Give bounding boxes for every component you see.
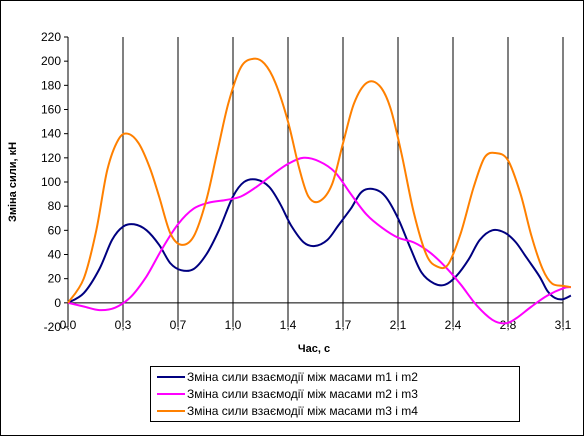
series-line-1 — [67, 156, 572, 325]
y-tick-label-11: 200 — [41, 54, 61, 68]
x-tick-label-3: 1,0 — [225, 318, 242, 332]
legend-label: Зміна сили взаємодії між масами m1 і m2 — [187, 370, 418, 384]
legend-item-m1-m2: Зміна сили взаємодії між масами m1 і m2 — [151, 369, 519, 385]
series-line-2 — [67, 57, 572, 304]
x-tick-label-0: 0,0 — [60, 318, 77, 332]
series-line-0 — [67, 178, 572, 304]
x-tick-label-9: 3,1 — [555, 318, 572, 332]
x-tick-label-1: 0,3 — [115, 318, 132, 332]
series-lines — [67, 57, 572, 325]
legend: Зміна сили взаємодії між масами m1 і m2 … — [150, 366, 520, 422]
x-tick-label-4: 1,4 — [280, 318, 297, 332]
y-tick-label-2: 20 — [48, 272, 62, 286]
legend-item-m3-m4: Зміна сили взаємодії між масами m3 і m4 — [151, 403, 519, 419]
x-tick-label-5: 1,7 — [335, 318, 352, 332]
y-tick-label-9: 160 — [41, 103, 61, 117]
legend-item-m2-m3: Зміна сили взаємодії між масами m2 і m3 — [151, 386, 519, 402]
x-tick-label-7: 2,4 — [445, 318, 462, 332]
y-axis-title: Зміна сили, кН — [7, 142, 19, 222]
y-tick-label-6: 100 — [41, 175, 61, 189]
legend-label: Зміна сили взаємодії між масами m3 і m4 — [187, 404, 418, 418]
legend-swatch — [157, 410, 185, 412]
y-tick-label-8: 140 — [41, 127, 61, 141]
legend-swatch — [157, 393, 185, 395]
x-axis-title: Час, с — [298, 343, 330, 355]
x-tick-label-2: 0,7 — [170, 318, 187, 332]
y-tick-label-1: 0 — [54, 296, 61, 310]
tick-labels: -20 0 20 40 60 80 100 120 140 160 180 200 220 0,0 0,3 0… — [41, 30, 572, 334]
y-tick-label-0: -20 — [44, 320, 62, 334]
legend-label: Зміна сили взаємодії між масами m2 і m3 — [187, 387, 418, 401]
legend-swatch — [157, 376, 185, 378]
axes — [64, 36, 564, 328]
y-tick-label-5: 80 — [48, 199, 62, 213]
x-tick-label-6: 2,1 — [390, 318, 407, 332]
y-tick-label-3: 40 — [48, 248, 62, 262]
y-tick-label-7: 120 — [41, 151, 61, 165]
y-tick-label-4: 60 — [48, 223, 62, 237]
y-tick-label-12: 220 — [41, 30, 61, 44]
y-tick-label-10: 180 — [41, 78, 61, 92]
